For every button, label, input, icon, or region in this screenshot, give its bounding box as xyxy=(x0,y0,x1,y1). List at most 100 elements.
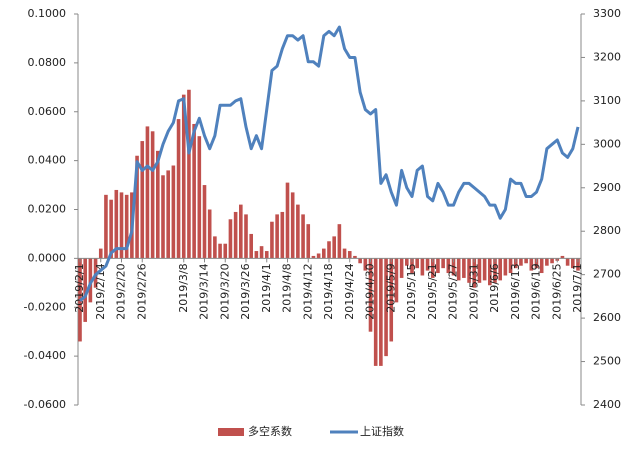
x-tick-label: 2019/7/1 xyxy=(571,263,584,312)
bar xyxy=(337,224,342,259)
bar xyxy=(430,258,435,278)
y2-tick-label: 3200 xyxy=(593,50,621,63)
line xyxy=(79,25,580,302)
bar xyxy=(83,258,87,322)
bar xyxy=(166,170,170,259)
x-tick-label: 2019/5/9 xyxy=(384,263,397,312)
x-tick-label: 2019/4/24 xyxy=(343,263,356,319)
bar xyxy=(529,258,534,271)
bar xyxy=(571,258,575,269)
bar xyxy=(534,258,539,269)
bar xyxy=(104,194,108,259)
bar xyxy=(488,258,492,286)
bar xyxy=(285,182,290,259)
bar xyxy=(456,258,461,281)
bar xyxy=(322,248,326,259)
x-tick-label: 2019/2/20 xyxy=(115,263,128,319)
y2-tick-label: 3300 xyxy=(593,7,621,20)
x-tick-label: 2019/5/31 xyxy=(467,263,480,319)
legend-label: 上证指数 xyxy=(360,424,404,438)
x-tick-label: 2019/2/1 xyxy=(73,263,86,312)
bar xyxy=(519,258,523,266)
bar xyxy=(565,258,570,266)
y-tick-label: -0.0600 xyxy=(24,398,66,411)
bar xyxy=(124,194,129,259)
bar xyxy=(425,258,430,271)
y2-tick-label: 2600 xyxy=(593,311,621,324)
bar xyxy=(181,94,186,259)
x-tick-label: 2019/5/21 xyxy=(426,263,439,319)
bar xyxy=(389,258,394,342)
x-tick-label: 2019/4/12 xyxy=(301,263,314,319)
bar xyxy=(508,258,513,274)
bar xyxy=(301,214,305,259)
bar xyxy=(405,258,409,266)
x-tick-label: 2019/2/26 xyxy=(135,263,148,319)
y2-tick-label: 2900 xyxy=(593,181,621,194)
bar xyxy=(306,224,311,259)
y-tick-label: 0.0400 xyxy=(28,154,67,167)
bar xyxy=(119,192,124,259)
bar xyxy=(213,236,217,259)
x-tick-label: 2019/4/8 xyxy=(281,263,294,312)
bar xyxy=(192,123,196,259)
bar xyxy=(368,258,373,332)
bar xyxy=(140,141,145,259)
bar xyxy=(150,131,155,259)
bar xyxy=(353,255,357,259)
bar xyxy=(145,126,150,259)
bar xyxy=(156,150,160,259)
bar xyxy=(98,248,103,259)
bar xyxy=(161,175,165,259)
x-tick-label: 2019/2/14 xyxy=(94,263,107,319)
bar xyxy=(207,209,212,259)
bar xyxy=(218,243,222,259)
bar xyxy=(415,258,419,269)
bar xyxy=(311,255,316,259)
x-tick-label: 2019/4/18 xyxy=(322,263,335,319)
bar xyxy=(550,258,554,264)
bar xyxy=(259,246,264,259)
bar xyxy=(363,258,368,271)
legend-swatch xyxy=(218,428,244,436)
bar xyxy=(332,236,336,259)
bar xyxy=(493,258,497,283)
bar xyxy=(228,219,233,259)
y-tick-label: -0.0200 xyxy=(24,300,66,313)
x-tick-label: 2019/3/26 xyxy=(239,263,252,319)
x-tick-label: 2019/6/13 xyxy=(509,263,522,319)
bar xyxy=(467,258,471,283)
bar xyxy=(394,258,399,303)
x-tick-label: 2019/6/6 xyxy=(488,263,501,312)
bar xyxy=(503,258,508,276)
y2-tick-label: 2800 xyxy=(593,224,621,237)
bar xyxy=(576,258,580,271)
bar xyxy=(373,258,378,366)
bar xyxy=(539,258,544,274)
bar xyxy=(446,258,451,274)
x-tick-label: 2019/4/1 xyxy=(260,263,273,312)
bar xyxy=(171,165,176,259)
bar xyxy=(545,258,549,266)
bar xyxy=(342,248,347,259)
x-tick-label: 2019/6/19 xyxy=(530,263,543,319)
bar xyxy=(327,241,331,259)
bar xyxy=(114,189,119,259)
bar xyxy=(420,258,425,276)
bar xyxy=(223,243,228,259)
bar xyxy=(109,199,113,259)
bar xyxy=(270,221,274,259)
bar xyxy=(524,258,528,264)
x-tick-label: 2019/3/20 xyxy=(218,263,231,319)
bar xyxy=(498,258,502,281)
x-tick-label: 2019/3/8 xyxy=(177,263,190,312)
bar xyxy=(384,258,388,357)
y2-tick-label: 2500 xyxy=(593,355,621,368)
bar xyxy=(197,136,202,259)
bar xyxy=(254,251,259,259)
bar xyxy=(280,211,285,259)
bar xyxy=(513,258,518,269)
bar xyxy=(477,258,482,283)
y-tick-label: 0.0800 xyxy=(28,56,67,69)
bar xyxy=(451,258,456,276)
